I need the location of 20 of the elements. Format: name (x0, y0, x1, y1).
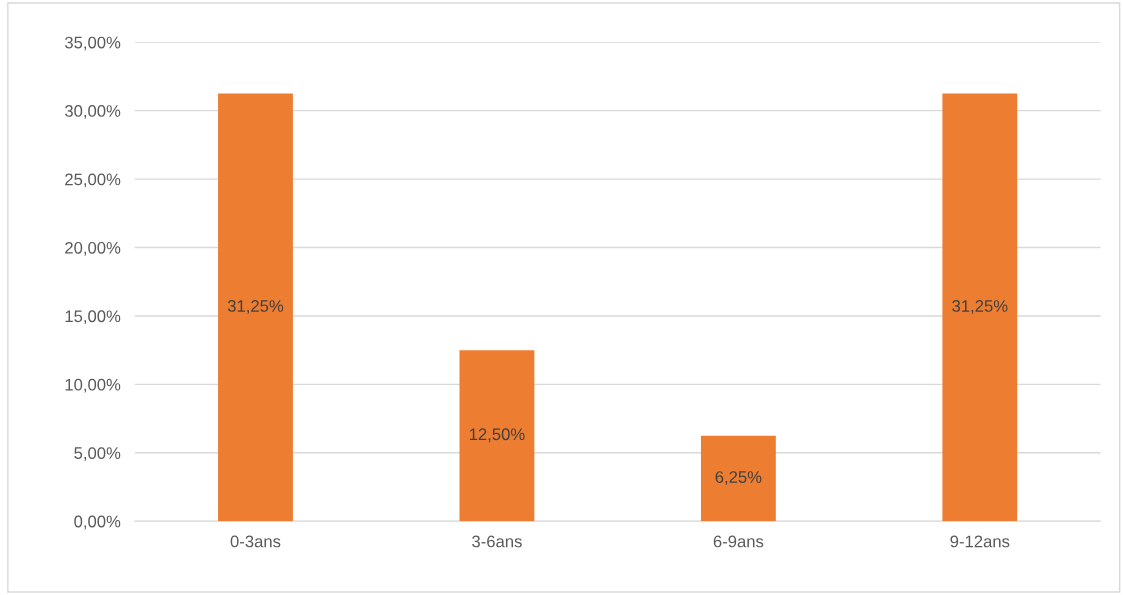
x-tick-label: 0-3ans (230, 535, 281, 548)
y-tick-label: 10,00% (65, 378, 121, 393)
bar (459, 350, 535, 522)
y-tick-label: 0,00% (74, 515, 121, 530)
data-label: 12,50% (469, 428, 525, 443)
y-tick-label: 20,00% (65, 241, 121, 256)
data-label: 31,25% (952, 300, 1008, 314)
y-tick-label: 35,00% (64, 36, 121, 51)
x-tick-label: 3-6ans (472, 535, 522, 548)
y-tick-label: 15,00% (65, 310, 121, 325)
y-tick-label: 5,00% (74, 447, 121, 461)
y-tick-label: 30,00% (64, 105, 121, 119)
bar (942, 93, 1018, 522)
data-label: 31,25% (227, 300, 284, 314)
data-label: 6,25% (715, 471, 762, 485)
y-tick-label: 25,00% (65, 173, 121, 188)
bar (218, 93, 293, 522)
bar (700, 435, 776, 522)
x-tick-label: 6-9ans (713, 535, 764, 548)
x-tick-label: 9-12ans (950, 535, 1010, 548)
